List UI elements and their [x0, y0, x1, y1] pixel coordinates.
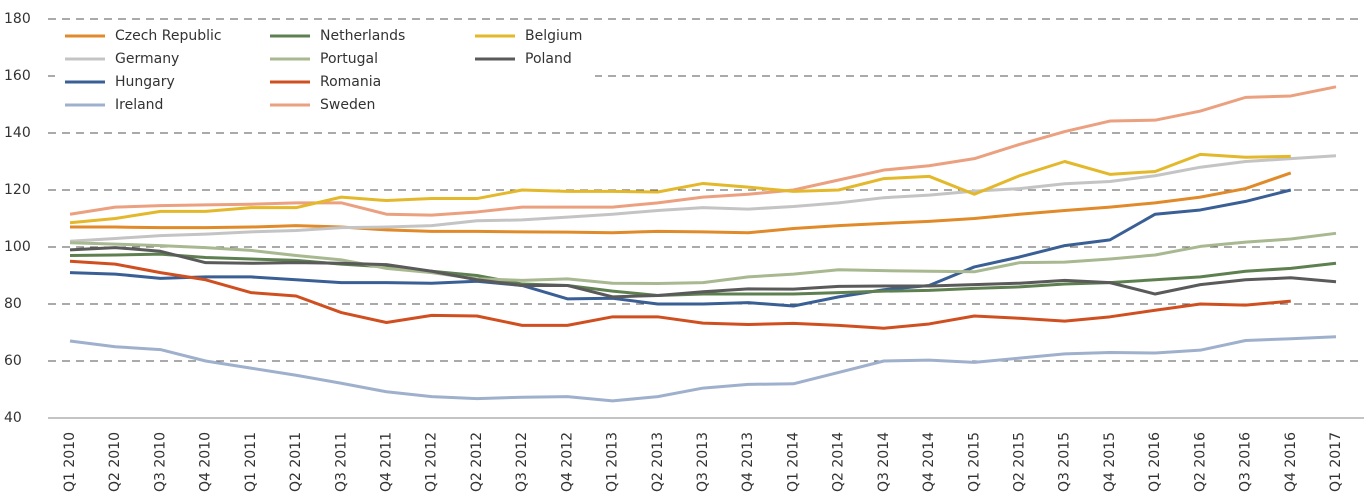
- series-line: [69, 231, 1337, 285]
- x-tick-label: Q1 2015: [966, 432, 982, 492]
- x-tick-label: Q1 2016: [1147, 432, 1163, 492]
- legend-label: Germany: [115, 51, 179, 67]
- series-line: [69, 152, 1291, 225]
- legend-label: Romania: [320, 74, 381, 90]
- series-line: [69, 259, 1291, 330]
- x-tick-label: Q3 2011: [333, 432, 349, 492]
- x-tick-label: Q4 2016: [1283, 432, 1299, 492]
- x-tick-label: Q2 2016: [1192, 432, 1208, 492]
- series-line: [69, 154, 1337, 243]
- x-tick-label: Q3 2014: [876, 432, 892, 492]
- y-tick-label: 100: [4, 239, 31, 255]
- x-tick-label: Q3 2013: [695, 432, 711, 492]
- x-tick-label: Q4 2015: [1102, 432, 1118, 492]
- x-tick-label: Q1 2010: [62, 432, 78, 492]
- x-tick-label: Q3 2015: [1057, 432, 1073, 492]
- x-tick-label: Q3 2016: [1238, 432, 1254, 492]
- y-tick-label: 40: [4, 410, 22, 426]
- series-line: [69, 85, 1337, 217]
- x-tick-label: Q1 2011: [243, 432, 259, 492]
- series-line: [69, 335, 1337, 403]
- legend-label: Belgium: [525, 28, 582, 44]
- x-tick-label: Q1 2012: [424, 432, 440, 492]
- legend-label: Hungary: [115, 74, 175, 90]
- x-tick-label: Q4 2014: [921, 432, 937, 492]
- legend-box: [55, 22, 595, 122]
- x-tick-label: Q2 2014: [831, 432, 847, 492]
- legend-label: Poland: [525, 51, 572, 67]
- legend-label: Netherlands: [320, 28, 405, 44]
- y-tick-label: 140: [4, 125, 31, 141]
- x-tick-label: Q2 2010: [107, 432, 123, 492]
- y-tick-label: 80: [4, 296, 22, 312]
- y-tick-label: 120: [4, 182, 31, 198]
- x-tick-label: Q2 2011: [288, 432, 304, 492]
- x-tick-label: Q1 2013: [605, 432, 621, 492]
- x-tick-label: Q3 2012: [514, 432, 530, 492]
- x-tick-label: Q2 2013: [650, 432, 666, 492]
- legend-label: Ireland: [115, 97, 163, 113]
- series-line: [69, 188, 1292, 308]
- x-tick-label: Q1 2017: [1328, 432, 1344, 492]
- x-tick-label: Q2 2015: [1012, 432, 1028, 492]
- x-tick-label: Q1 2014: [785, 432, 801, 492]
- x-tick-label: Q2 2012: [469, 432, 485, 492]
- y-tick-label: 60: [4, 353, 22, 369]
- series-line: [69, 252, 1337, 297]
- legend-label: Czech Republic: [115, 28, 222, 44]
- x-tick-label: Q4 2013: [740, 432, 756, 492]
- x-tick-label: Q4 2012: [559, 432, 575, 492]
- x-tick-label: Q4 2011: [379, 432, 395, 492]
- x-tick-label: Q3 2010: [152, 432, 168, 492]
- x-tick-label: Q4 2010: [198, 432, 214, 492]
- legend-label: Sweden: [320, 97, 375, 113]
- series-line: [70, 171, 1292, 235]
- series-line: [69, 246, 1337, 299]
- legend-label: Portugal: [320, 51, 378, 67]
- y-tick-label: 180: [4, 11, 31, 27]
- y-tick-label: 160: [4, 68, 31, 84]
